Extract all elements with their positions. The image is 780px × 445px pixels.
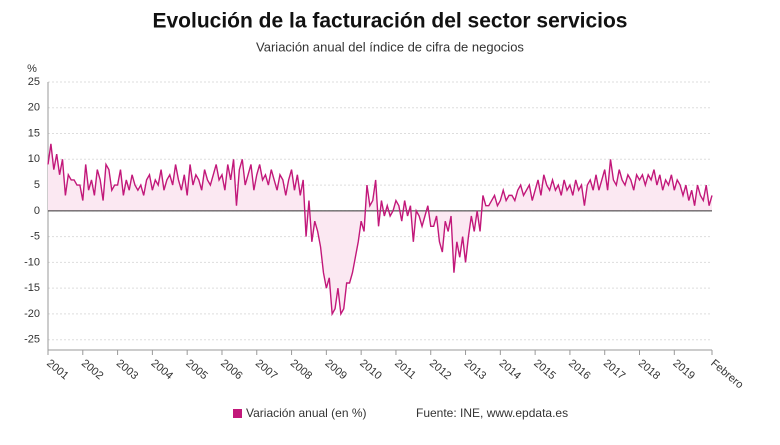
x-tick-label: 2016 [566,357,592,382]
x-tick-label: 2008 [288,357,314,382]
y-tick-label: -15 [24,282,40,294]
y-tick-label: -5 [30,231,40,243]
x-tick-label: 2014 [497,357,523,382]
x-tick-label: 2001 [44,357,70,382]
x-tick-label: 2018 [636,357,662,382]
x-tick-label: 2012 [427,357,453,382]
area [48,143,712,314]
y-tick-label: -10 [24,256,40,268]
chart-title: Evolución de la facturación del sector s… [152,10,627,33]
legend-swatch [233,409,242,418]
y-tick-label: 0 [34,205,40,217]
x-tick-label: Febrero [708,357,745,391]
y-tick-label: -25 [24,334,40,346]
x-tick-label: 2010 [357,357,383,382]
x-tick-label: 2007 [253,357,279,382]
x-tick-label: 2011 [392,357,418,381]
y-tick-label: 20 [28,102,40,114]
x-tick-label: 2009 [323,357,349,382]
y-tick-label: 25 [28,76,40,88]
y-tick-label: 10 [28,153,40,165]
source: Fuente: INE, www.epdata.es [416,406,568,420]
y-unit: % [27,63,37,75]
x-tick-label: 2019 [671,357,697,382]
y-tick-label: 15 [28,127,40,139]
x-tick-label: 2017 [601,357,627,382]
x-tick-label: 2013 [462,357,488,382]
chart-subtitle: Variación anual del índice de cifra de n… [256,39,524,54]
y-tick-label: 5 [34,179,40,191]
x-tick-label: 2015 [531,357,557,382]
x-tick-label: 2003 [114,357,140,382]
y-tick-label: -20 [24,308,40,320]
x-tick-label: 2004 [149,357,175,382]
x-tick-label: 2006 [218,357,244,382]
x-tick-label: 2002 [79,357,105,382]
x-tick-label: 2005 [183,357,209,382]
legend-label: Variación anual (en %) [246,406,367,420]
line [47,143,713,317]
